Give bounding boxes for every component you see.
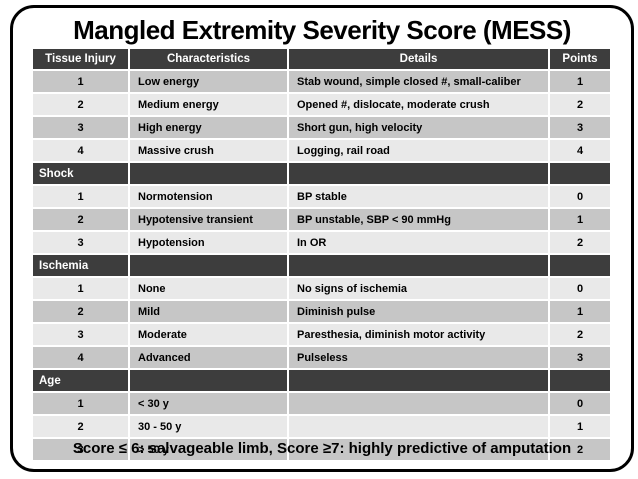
cell-points: 1 bbox=[550, 301, 610, 322]
cell-points: 2 bbox=[550, 94, 610, 115]
section-label: Ischemia bbox=[33, 255, 128, 276]
table-row: 3 Hypotension In OR 2 bbox=[33, 232, 610, 253]
section-cell bbox=[550, 370, 610, 391]
section-cell bbox=[289, 163, 548, 184]
table-row: 3 High energy Short gun, high velocity 3 bbox=[33, 117, 610, 138]
cell-points: 4 bbox=[550, 140, 610, 161]
cell-details: Opened #, dislocate, moderate crush bbox=[289, 94, 548, 115]
page-title: Mangled Extremity Severity Score (MESS) bbox=[73, 15, 571, 45]
cell-characteristics: Mild bbox=[130, 301, 287, 322]
table-body: 1 Low energy Stab wound, simple closed #, … bbox=[33, 71, 610, 460]
cell-characteristics: Massive crush bbox=[130, 140, 287, 161]
cell-tissue-injury: 1 bbox=[33, 71, 128, 92]
cell-characteristics: Advanced bbox=[130, 347, 287, 368]
column-header-tissue-injury: Tissue Injury bbox=[33, 49, 128, 69]
cell-details: No signs of ischemia bbox=[289, 278, 548, 299]
table-row: 1 < 30 y 0 bbox=[33, 393, 610, 414]
cell-characteristics: Hypotension bbox=[130, 232, 287, 253]
cell-tissue-injury: 2 bbox=[33, 209, 128, 230]
cell-details bbox=[289, 393, 548, 414]
table-row: 3 Moderate Paresthesia, diminish motor act… bbox=[33, 324, 610, 345]
cell-tissue-injury: 1 bbox=[33, 186, 128, 207]
cell-points: 0 bbox=[550, 393, 610, 414]
table-row: 2 30 - 50 y 1 bbox=[33, 416, 610, 437]
cell-characteristics: 30 - 50 y bbox=[130, 416, 287, 437]
cell-tissue-injury: 2 bbox=[33, 416, 128, 437]
section-cell bbox=[289, 255, 548, 276]
cell-details: Pulseless bbox=[289, 347, 548, 368]
cell-tissue-injury: 1 bbox=[33, 393, 128, 414]
section-cell bbox=[130, 370, 287, 391]
section-cell bbox=[550, 255, 610, 276]
table-row: 1 None No signs of ischemia 0 bbox=[33, 278, 610, 299]
cell-points: 2 bbox=[550, 232, 610, 253]
table-row: 1 Low energy Stab wound, simple closed #, … bbox=[33, 71, 610, 92]
cell-tissue-injury: 4 bbox=[33, 347, 128, 368]
cell-details: BP unstable, SBP < 90 mmHg bbox=[289, 209, 548, 230]
cell-details: Logging, rail road bbox=[289, 140, 548, 161]
table-header: Tissue Injury Characteristics Details Point… bbox=[33, 49, 610, 69]
cell-characteristics: Medium energy bbox=[130, 94, 287, 115]
cell-details: Diminish pulse bbox=[289, 301, 548, 322]
cell-points: 2 bbox=[550, 324, 610, 345]
cell-characteristics: High energy bbox=[130, 117, 287, 138]
table-row: 4 Advanced Pulseless 3 bbox=[33, 347, 610, 368]
cell-points: 1 bbox=[550, 71, 610, 92]
cell-details: In OR bbox=[289, 232, 548, 253]
cell-characteristics: None bbox=[130, 278, 287, 299]
cell-tissue-injury: 4 bbox=[33, 140, 128, 161]
section-row-age: Age bbox=[33, 370, 610, 391]
table-row: 2 Mild Diminish pulse 1 bbox=[33, 301, 610, 322]
cell-characteristics: < 30 y bbox=[130, 393, 287, 414]
cell-points: 1 bbox=[550, 209, 610, 230]
cell-details: Short gun, high velocity bbox=[289, 117, 548, 138]
cell-tissue-injury: 3 bbox=[33, 324, 128, 345]
column-header-points: Points bbox=[550, 49, 610, 69]
header-row: Tissue Injury Characteristics Details Point… bbox=[33, 49, 610, 69]
cell-tissue-injury: 2 bbox=[33, 301, 128, 322]
cell-points: 0 bbox=[550, 278, 610, 299]
cell-points: 0 bbox=[550, 186, 610, 207]
score-interpretation-note: Score ≤ 6: salvageable limb, Score ≥7: h… bbox=[72, 440, 572, 457]
cell-tissue-injury: 3 bbox=[33, 232, 128, 253]
table-row: 1 Normotension BP stable 0 bbox=[33, 186, 610, 207]
section-cell bbox=[289, 370, 548, 391]
cell-characteristics: Hypotensive transient bbox=[130, 209, 287, 230]
column-header-details: Details bbox=[289, 49, 548, 69]
table-row: 2 Medium energy Opened #, dislocate, moder… bbox=[33, 94, 610, 115]
table-row: 4 Massive crush Logging, rail road 4 bbox=[33, 140, 610, 161]
section-row-shock: Shock bbox=[33, 163, 610, 184]
cell-points: 3 bbox=[550, 117, 610, 138]
section-label: Age bbox=[33, 370, 128, 391]
column-header-characteristics: Characteristics bbox=[130, 49, 287, 69]
table-row: 2 Hypotensive transient BP unstable, SBP <… bbox=[33, 209, 610, 230]
cell-details: Stab wound, simple closed #, small-calib… bbox=[289, 71, 548, 92]
mess-table: Tissue Injury Characteristics Details Point… bbox=[31, 47, 612, 462]
cell-characteristics: Normotension bbox=[130, 186, 287, 207]
cell-details: Paresthesia, diminish motor activity bbox=[289, 324, 548, 345]
cell-tissue-injury: 2 bbox=[33, 94, 128, 115]
cell-characteristics: > 50 y bbox=[130, 439, 287, 460]
section-cell bbox=[550, 163, 610, 184]
section-cell bbox=[130, 255, 287, 276]
section-cell bbox=[130, 163, 287, 184]
cell-points: 3 bbox=[550, 347, 610, 368]
section-label: Shock bbox=[33, 163, 128, 184]
section-row-ischemia: Ischemia bbox=[33, 255, 610, 276]
cell-details bbox=[289, 439, 548, 460]
cell-tissue-injury: 1 bbox=[33, 278, 128, 299]
cell-characteristics: Moderate bbox=[130, 324, 287, 345]
cell-tissue-injury: 3 bbox=[33, 117, 128, 138]
cell-characteristics: Low energy bbox=[130, 71, 287, 92]
slide: Mangled Extremity Severity Score (MESS) … bbox=[10, 5, 634, 472]
cell-details bbox=[289, 416, 548, 437]
cell-points: 2 bbox=[550, 439, 610, 460]
table-row: 3 > 50 y 2 bbox=[33, 439, 610, 460]
cell-details: BP stable bbox=[289, 186, 548, 207]
cell-points: 1 bbox=[550, 416, 610, 437]
cell-tissue-injury: 3 bbox=[33, 439, 128, 460]
